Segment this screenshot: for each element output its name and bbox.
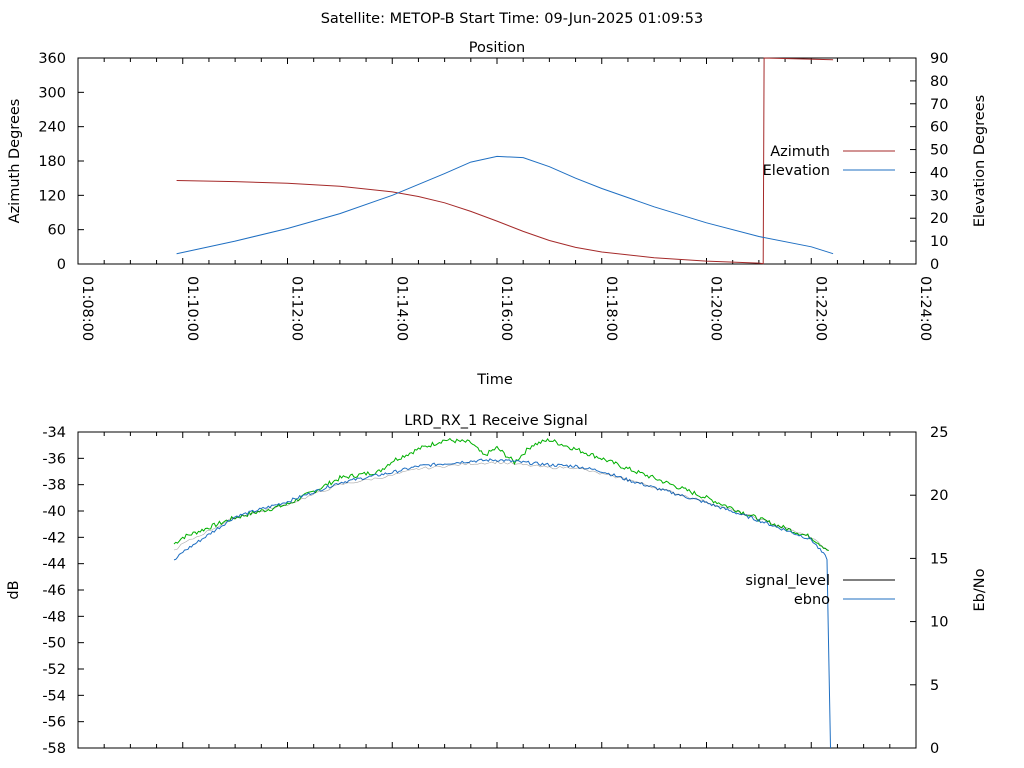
y-tick-label: -54 [42,688,66,704]
y2-tick-label: 10 [930,234,948,250]
y-tick-label: -36 [42,451,66,467]
y2-tick-label: 90 [930,51,948,67]
y2-tick-label: 30 [930,188,948,204]
y-tick-label: -56 [42,715,66,731]
y-tick-label: -52 [42,662,66,678]
y-tick-label: 60 [48,223,66,239]
signal-left-axis: -34 -36 -38 -40 -42 -44 -46 -48 -50 -52 -54 -56 -58 [42,425,84,757]
position-left-axis: 0 60 120 180 240 300 360 [38,51,84,273]
position-plot-frame [77,57,917,265]
y2-tick-label: 20 [930,211,948,227]
series-line-signal-level [173,460,829,551]
y2-tick-label: 0 [930,741,939,757]
legend-ebno-label: ebno [794,592,830,608]
y-tick-label: -50 [42,636,66,652]
signal-x-axis [77,432,917,748]
y2-tick-label: 20 [930,488,948,504]
legend-signal-level-label: signal_level [745,573,830,589]
position-chart: Position 0 60 120 180 240 300 360 0 10 20 30 40 50 6… [7,40,988,388]
series-line-azimuth [176,57,834,265]
y-tick-label: -58 [42,741,66,757]
y-tick-label: -38 [42,478,66,494]
y-tick-label: 300 [38,85,66,101]
y2-tick-label: 80 [930,74,948,90]
x-tick-label: 01:24:00 [917,276,933,341]
y2-tick-label: 15 [930,551,948,567]
series-line-ebno [173,458,831,749]
y2-tick-label: 60 [930,120,948,136]
y2-tick-label: 25 [930,425,948,441]
position-legend: Azimuth Elevation [763,144,895,179]
y-tick-label: 360 [38,51,66,67]
signal-chart-title: LRD_RX_1 Receive Signal [404,413,588,429]
y-tick-label: -46 [42,583,66,599]
position-chart-title: Position [469,40,525,56]
y-tick-label: 120 [38,188,66,204]
x-tick-label: 01:22:00 [812,276,828,341]
x-tick-label: 01:12:00 [289,276,305,341]
position-right-axis: 0 10 20 30 40 50 60 70 80 90 [910,51,948,273]
position-y-axis-label: Azimuth Degrees [7,99,23,224]
y-tick-label: -42 [42,530,66,546]
y2-tick-label: 70 [930,97,948,113]
y-tick-label: 240 [38,120,66,136]
signal-right-axis: 0 5 10 15 20 25 [910,425,948,757]
x-tick-label: 01:10:00 [184,276,200,341]
y-tick-label: -34 [42,425,66,441]
y2-tick-label: 50 [930,143,948,159]
x-tick-label: 01:16:00 [498,276,514,341]
y-tick-label: -44 [42,557,66,573]
position-x-axis-label: Time [476,372,513,388]
signal-series [173,437,831,749]
series-line-elevation [176,155,834,255]
signal-plot-frame [77,431,917,749]
signal-y2-axis-label: Eb/No [972,568,988,611]
signal-legend: signal_level ebno [745,573,895,608]
y-tick-label: 0 [57,257,66,273]
x-tick-label: 01:08:00 [79,276,95,341]
page-title: Satellite: METOP-B Start Time: 09-Jun-20… [321,11,704,27]
signal-y-axis-label: dB [6,580,22,599]
position-y2-axis-label: Elevation Degrees [972,95,988,227]
x-tick-label: 01:14:00 [393,276,409,341]
y-tick-label: -48 [42,609,66,625]
x-tick-label: 01:20:00 [708,276,724,341]
y2-tick-label: 10 [930,615,948,631]
y-tick-label: 180 [38,154,66,170]
signal-chart: LRD_RX_1 Receive Signal -34-36-38-40-42-… [6,413,988,757]
x-tick-label: 01:18:00 [603,276,619,341]
y2-tick-label: 40 [930,165,948,181]
y2-tick-label: 5 [930,678,939,694]
position-x-axis: 01:08:00 01:10:00 01:12:00 01:14:00 01:16:00… [77,58,933,341]
position-series [176,57,834,265]
series-line-green-trace [173,437,829,551]
y2-tick-label: 0 [930,257,939,273]
legend-elevation-label: Elevation [763,163,830,179]
legend-azimuth-label: Azimuth [770,144,830,160]
y-tick-label: -40 [42,504,66,520]
